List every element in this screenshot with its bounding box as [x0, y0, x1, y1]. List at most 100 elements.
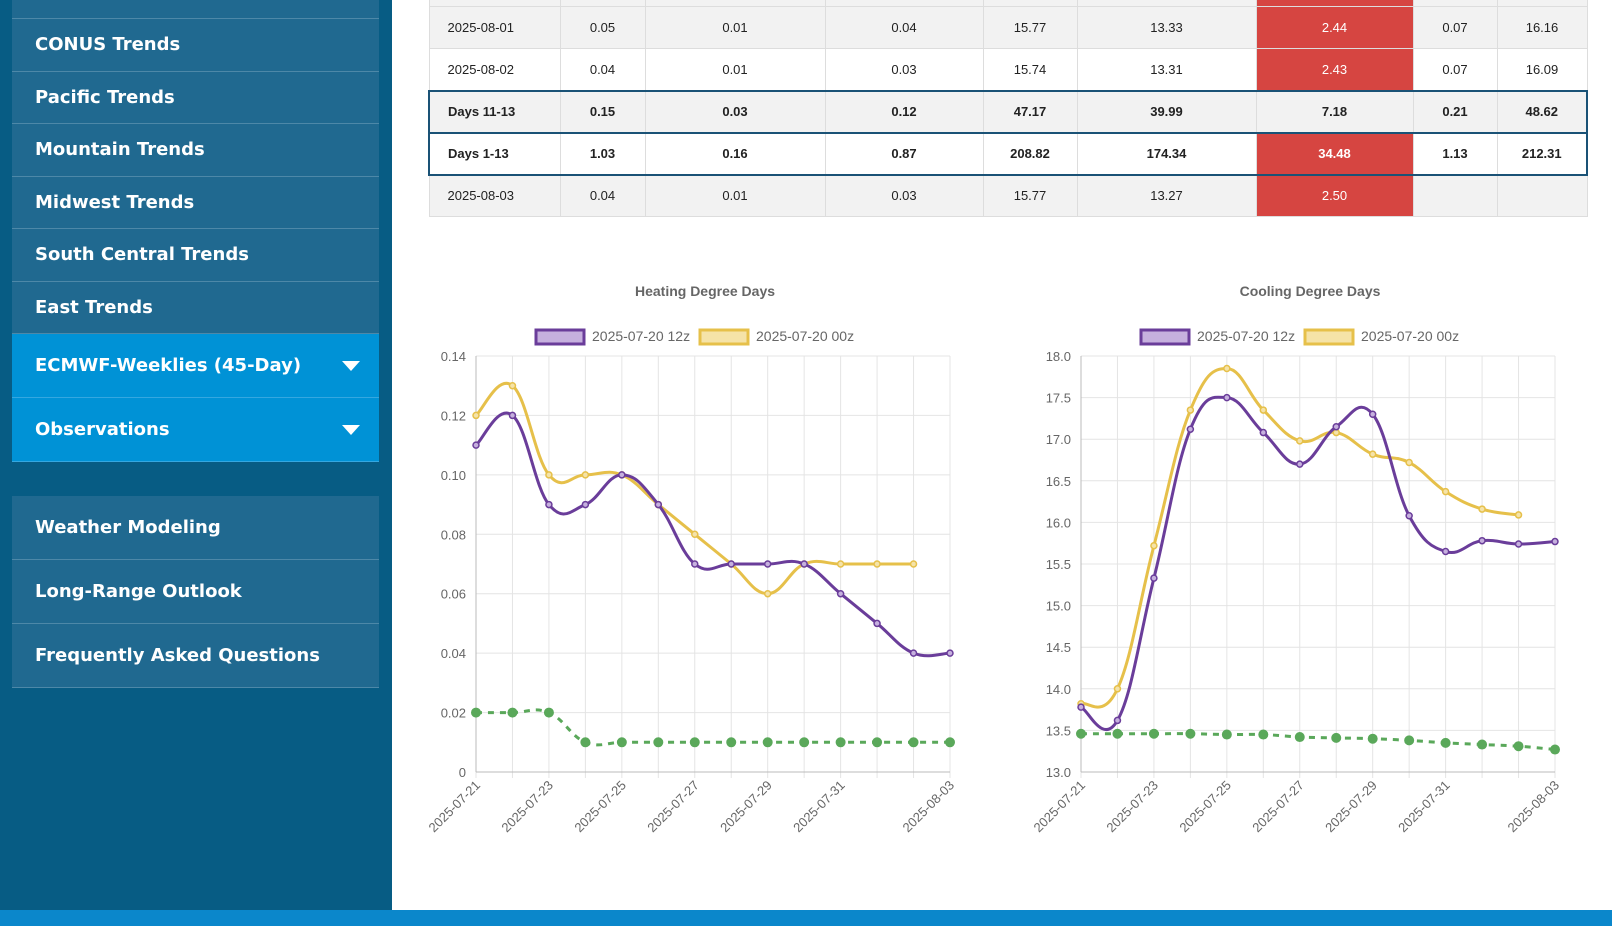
table-row: 2025-08-03 0.04 0.01 0.03 15.77 13.27 2.50 — [428, 174, 1588, 217]
chart-svg: Heating Degree Days 2025-07-20 12z 2025-07… — [425, 283, 957, 836]
y-tick-label: 0 — [459, 765, 466, 780]
table-cell: 0.03 — [824, 48, 984, 91]
data-point — [946, 649, 954, 657]
data-point — [1514, 511, 1523, 519]
series-line — [1080, 395, 1556, 731]
table-cell: 34.48 — [1255, 131, 1414, 176]
caret-down-icon — [342, 424, 360, 435]
sidebar: CONUS Trends Pacific Trends Mountain Tre… — [0, 0, 392, 910]
table-row: 2025-08-01 0.05 0.01 0.04 15.77 13.33 2.44 0.07… — [428, 6, 1588, 49]
sidebar-item-label: Pacific Trends — [35, 86, 175, 108]
data-point — [1185, 728, 1196, 739]
sidebar-item-label: ECMWF-Weeklies (45-Day) — [35, 355, 302, 376]
table-cell: 0.01 — [644, 48, 826, 91]
caret-down-icon — [342, 360, 360, 371]
data-point — [472, 441, 480, 449]
sidebar-dropdown-observations[interactable]: Observations — [12, 398, 379, 462]
data-point — [543, 707, 554, 718]
data-point — [472, 411, 480, 420]
sidebar-item-mountain[interactable]: Mountain Trends — [12, 124, 379, 177]
data-point — [691, 560, 699, 568]
data-point — [1405, 511, 1413, 520]
sidebar-item-label: Midwest Trends — [35, 191, 195, 213]
sidebar-item-midwest[interactable]: Midwest Trends — [12, 176, 379, 229]
sidebar-item-south-central[interactable]: South Central Trends — [12, 229, 379, 282]
data-point — [654, 500, 663, 509]
data-point — [1477, 739, 1488, 750]
sidebar-item-partial[interactable] — [12, 0, 379, 19]
chart-title: Heating Degree Days — [635, 283, 775, 299]
series-line — [1080, 366, 1519, 709]
table-cell — [1496, 174, 1588, 217]
table-cell: 15.77 — [982, 6, 1078, 49]
sidebar-item-conus[interactable]: CONUS Trends — [12, 19, 379, 72]
data-point — [1440, 737, 1451, 748]
x-tick-label: 2025-07-29 — [717, 778, 775, 836]
table-cell-date: 2025-08-02 — [428, 48, 561, 91]
table-cell: 0.12 — [824, 89, 984, 134]
sidebar-dropdown-ecmwf-weeklies[interactable]: ECMWF-Weeklies (45-Day) — [12, 334, 379, 398]
table-cell: 48.62 — [1496, 89, 1588, 134]
data-point — [763, 589, 772, 598]
x-tick-label: 2025-07-23 — [498, 778, 556, 836]
sidebar-item-pacific[interactable]: Pacific Trends — [12, 71, 379, 124]
table-cell: 0.03 — [824, 174, 984, 217]
table-cell-date: 2025-08-01 — [428, 6, 561, 49]
data-point — [1186, 425, 1195, 433]
data-point — [653, 737, 664, 748]
table-cell: 0.04 — [824, 6, 984, 49]
sidebar-item-long-range-outlook[interactable]: Long-Range Outlook — [12, 560, 379, 624]
sidebar-item-label: Mountain Trends — [35, 139, 205, 161]
data-point — [581, 471, 590, 479]
chart-svg: Cooling Degree Days 2025-07-20 12z 2025-07… — [1030, 283, 1562, 836]
x-tick-label: 2025-08-03 — [899, 778, 957, 836]
legend-label: 2025-07-20 00z — [756, 328, 854, 344]
sidebar-item-weather-modeling[interactable]: Weather Modeling — [12, 496, 379, 560]
table-cell: 0.16 — [644, 131, 826, 176]
heating-degree-days-chart: Heating Degree Days 2025-07-20 12z 2025-07… — [425, 275, 988, 879]
data-point — [1076, 728, 1086, 739]
data-point — [909, 560, 918, 568]
data-point — [1186, 406, 1195, 414]
table-cell: 0.04 — [559, 48, 646, 91]
data-point — [508, 381, 517, 390]
x-tick-label: 2025-07-29 — [1322, 778, 1380, 836]
data-point — [1223, 364, 1231, 373]
table-cell: 0.87 — [824, 131, 984, 176]
data-point — [1113, 716, 1122, 725]
y-tick-label: 14.0 — [1046, 682, 1071, 697]
table-cell: 0.03 — [644, 89, 826, 134]
data-point — [1113, 685, 1122, 693]
table-cell: 0.15 — [559, 89, 646, 134]
y-tick-label: 0.10 — [441, 468, 466, 483]
table-cell: 15.77 — [982, 174, 1078, 217]
y-tick-label: 15.0 — [1046, 599, 1071, 614]
table-cell: 208.82 — [982, 131, 1078, 176]
x-tick-label: 2025-07-21 — [425, 778, 483, 836]
table-cell: 2.43 — [1255, 48, 1414, 91]
y-tick-label: 0.06 — [441, 587, 466, 602]
table-cell: 1.03 — [559, 131, 646, 176]
chart-title: Cooling Degree Days — [1240, 283, 1381, 299]
y-tick-label: 16.0 — [1046, 515, 1071, 530]
sidebar-item-faq[interactable]: Frequently Asked Questions — [12, 624, 379, 688]
table-cell: 0.07 — [1412, 6, 1498, 49]
data-point — [1148, 728, 1159, 739]
y-tick-label: 0.04 — [441, 646, 466, 661]
data-point — [1368, 450, 1377, 458]
data-point — [1513, 741, 1524, 752]
sidebar-item-east[interactable]: East Trends — [12, 281, 379, 334]
data-point — [507, 707, 518, 718]
data-point — [1367, 733, 1378, 744]
data-point — [691, 530, 699, 539]
x-tick-label: 2025-07-27 — [644, 778, 702, 836]
sidebar-item-label: CONUS Trends — [35, 34, 181, 56]
footer-bar — [0, 910, 1612, 926]
data-point — [1259, 406, 1268, 414]
table-row: Days 11-13 0.15 0.03 0.12 47.17 39.99 7.18 0.21… — [428, 89, 1588, 134]
table-cell: 39.99 — [1076, 89, 1257, 134]
y-tick-label: 13.0 — [1046, 765, 1071, 780]
x-tick-label: 2025-08-03 — [1504, 778, 1562, 836]
x-tick-label: 2025-07-21 — [1030, 778, 1088, 836]
data-point — [508, 411, 517, 420]
